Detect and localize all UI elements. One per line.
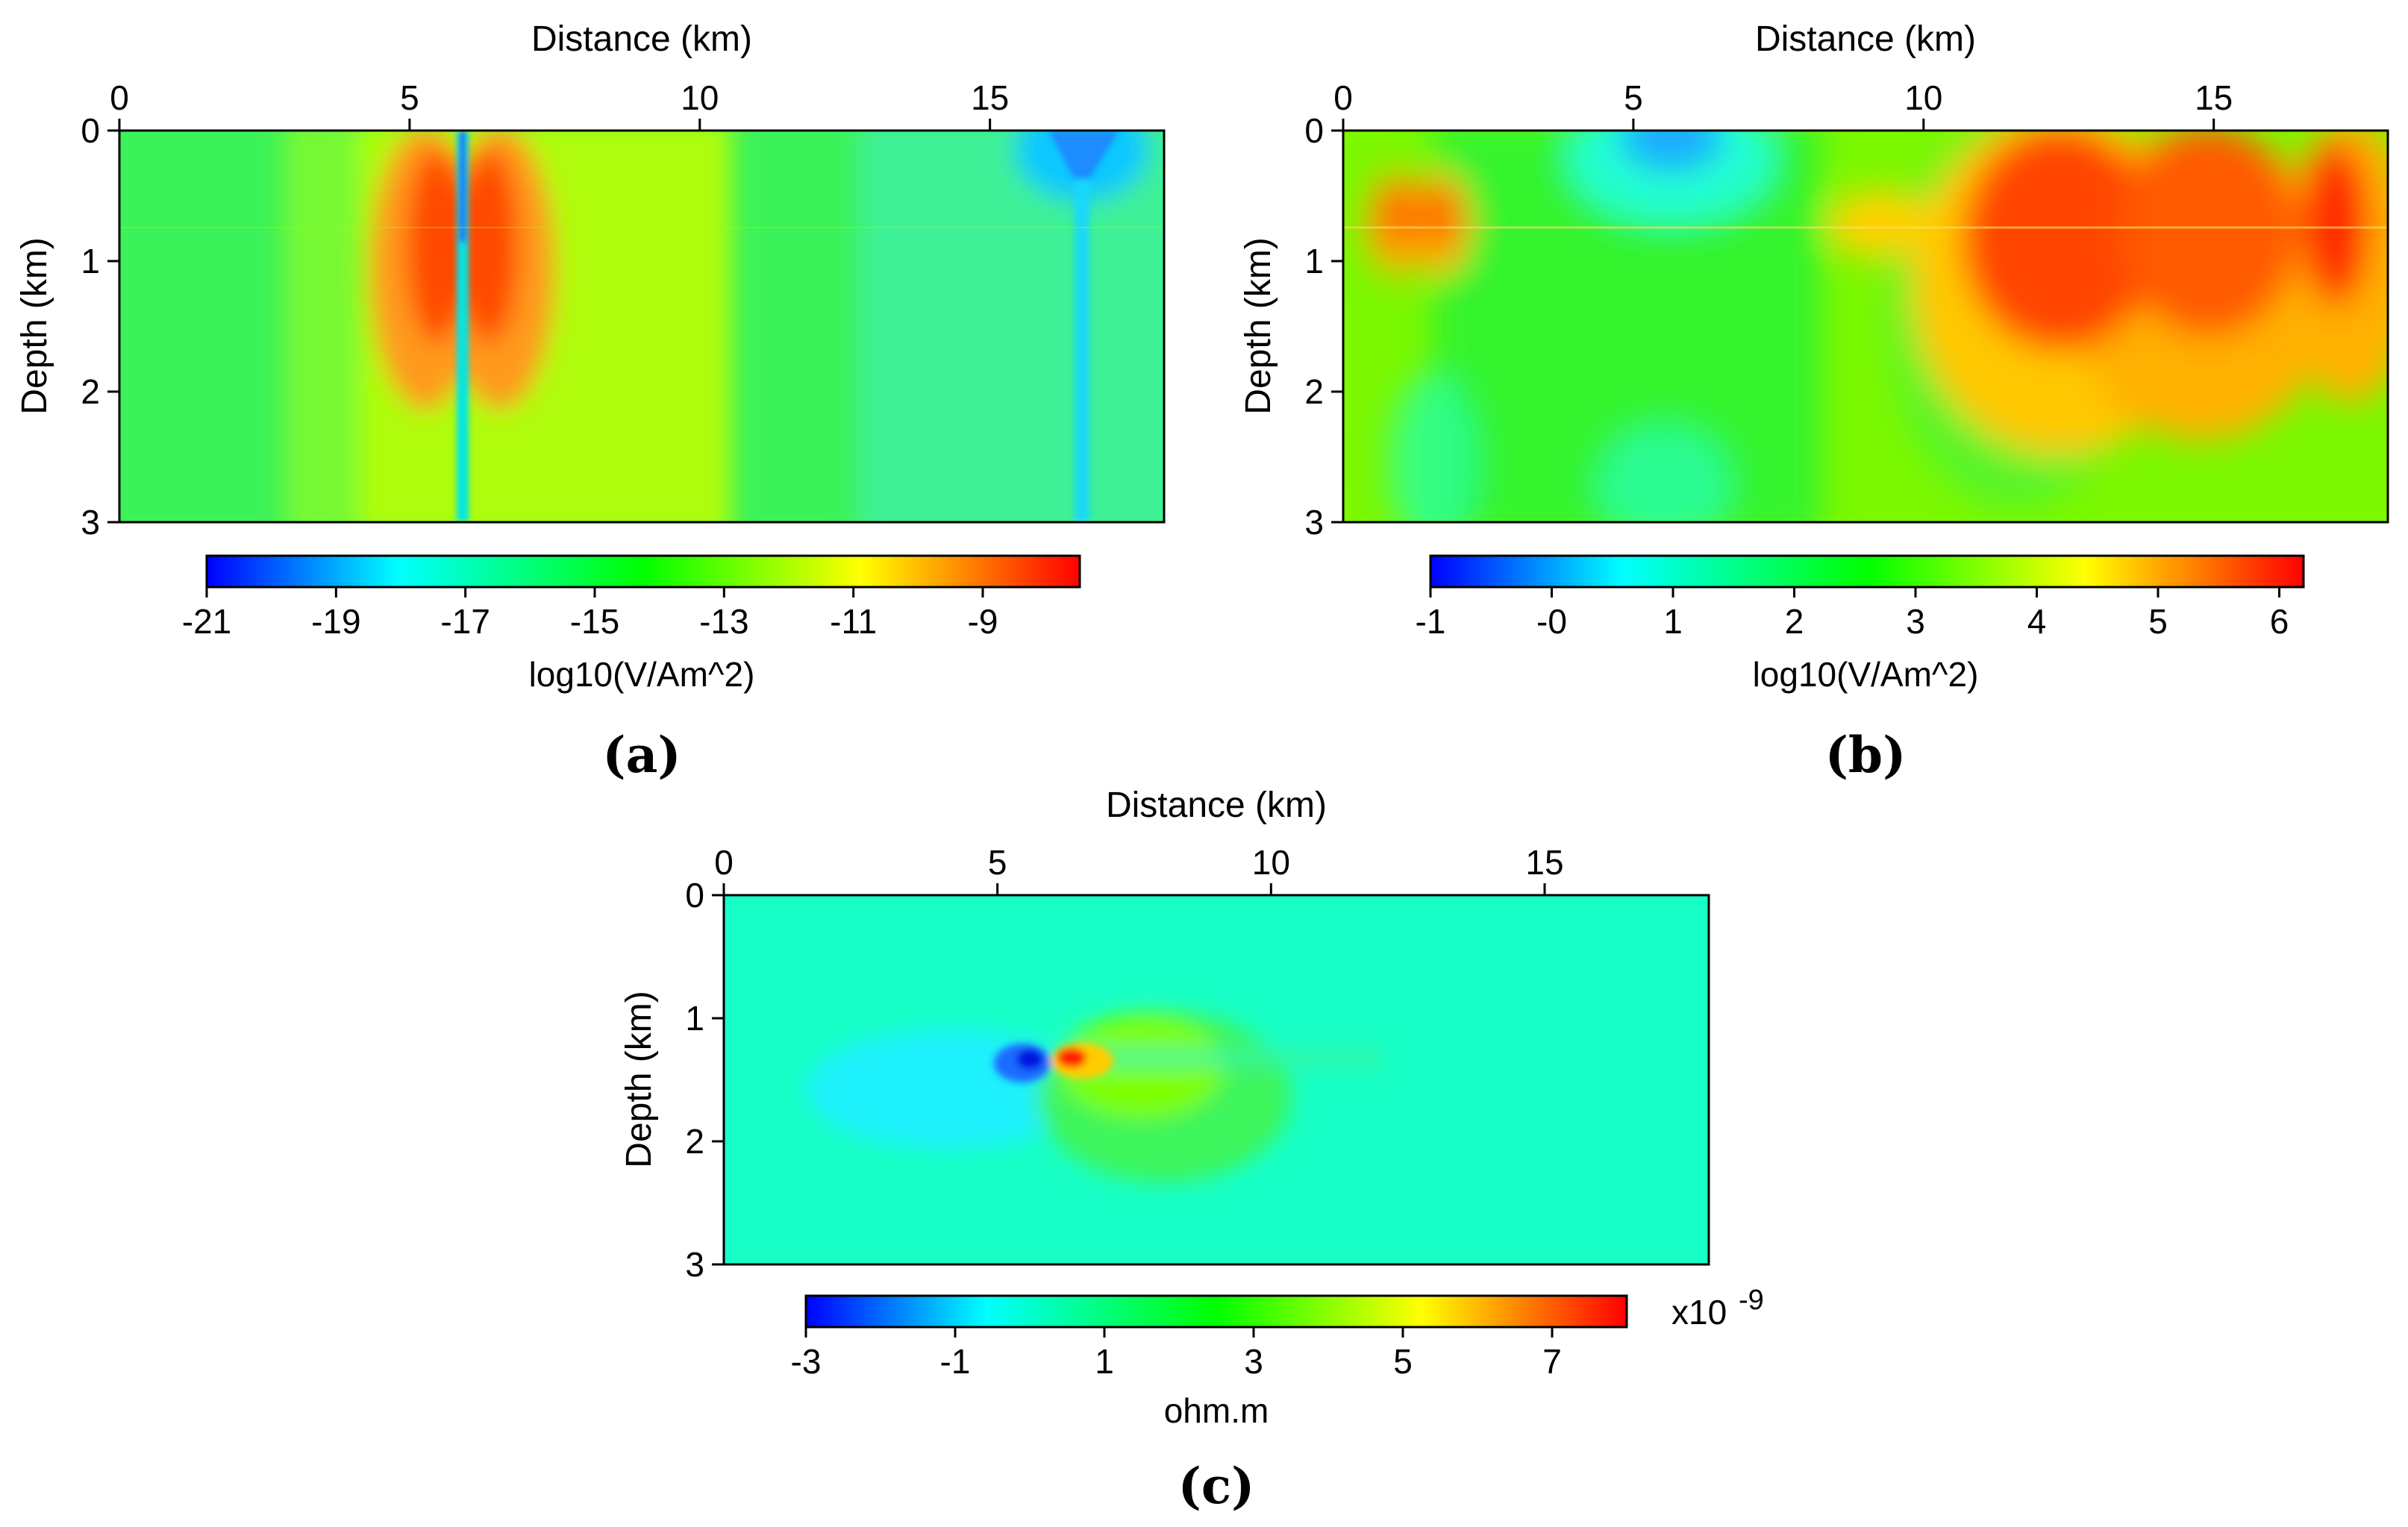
panel-a-ytick-label: 0 [81, 111, 100, 150]
panel-a-xtick-label: 10 [681, 78, 719, 117]
panel-b-xtick-label: 5 [1624, 78, 1643, 117]
panel-a-colorbar-tick-label: -13 [699, 602, 748, 641]
panel-c-heatmap [724, 895, 1709, 1264]
panel-a-xlabel: Distance (km) [531, 19, 752, 59]
panel-a-colorbar-tick-label: -19 [311, 602, 360, 641]
panel-a-xtick-label: 5 [400, 78, 419, 117]
panel-b-colorbar-tick-label: 2 [1785, 602, 1804, 641]
panel-b-heatmap [1343, 131, 2388, 522]
panel-a-colorbar-label: log10(V/Am^2) [529, 655, 755, 694]
panel-b-colorbar-tick-label: 6 [2270, 602, 2289, 641]
panel-c-yaxis: Depth (km) 0 1 2 3 [619, 876, 724, 1284]
panel-c-xtick-label: 10 [1252, 843, 1290, 882]
panel-c-xtick-label: 15 [1525, 843, 1563, 882]
panel-c-xtick-label: 0 [714, 843, 734, 882]
panel-c-colorbar-scale [804, 1294, 1628, 1329]
panel-c-xaxis: Distance (km) 0 5 10 15 [714, 786, 1564, 895]
panel-a-colorbar-tick-label: -9 [968, 602, 998, 641]
panel-c-colorbar-tick-label: -3 [791, 1342, 822, 1381]
panel-b-colorbar-tick-label: 3 [1906, 602, 1925, 641]
panel-b-xtick-label: 10 [1904, 78, 1942, 117]
panel-b-ytick-label: 0 [1304, 111, 1324, 150]
panel-b-ytick-label: 1 [1304, 242, 1324, 280]
panel-c-caption: (c) [1178, 1457, 1255, 1515]
panel-b-ytick-label: 2 [1304, 372, 1324, 411]
panel-a-ytick-label: 3 [81, 503, 100, 542]
panel-c-ytick-label: 3 [685, 1245, 704, 1284]
panel-a-caption: (a) [602, 726, 681, 784]
panel-b-colorbar-scale [1429, 554, 2305, 589]
panel-a-ytick-label: 1 [81, 242, 100, 280]
panel-a-xtick-label: 15 [971, 78, 1009, 117]
panel-a-ytick-label: 2 [81, 372, 100, 411]
panel-a: Distance (km) 0 5 10 15 Depth (km) 0 1 2 3 -21… [15, 19, 1166, 784]
panel-c-xtick-label: 5 [988, 843, 1007, 882]
panel-c-ytick-label: 2 [685, 1122, 704, 1161]
panel-b-caption: (b) [1825, 726, 1907, 784]
panel-a-colorbar-tick-label: -17 [440, 602, 490, 641]
panel-b-ylabel: Depth (km) [1239, 237, 1278, 414]
panel-b-colorbar-tick-label: 4 [2027, 602, 2047, 641]
panel-b-yaxis: Depth (km) 0 1 2 3 [1239, 111, 1343, 542]
panel-c-colorbar-tick-label: 3 [1244, 1342, 1263, 1381]
panel-a-xtick-label: 0 [110, 78, 129, 117]
panel-c-ytick-label: 0 [685, 876, 704, 915]
panel-a-yaxis: Depth (km) 0 1 2 3 [15, 111, 119, 542]
panel-b-xtick-label: 15 [2195, 78, 2233, 117]
panel-b-ytick-label: 3 [1304, 503, 1324, 542]
panel-c-colorbar-multiplier: x10 [1671, 1293, 1727, 1332]
panel-b-colorbar-tick-label: 1 [1663, 602, 1683, 641]
panel-c-colorbar-tick-label: 7 [1542, 1342, 1562, 1381]
panel-a-colorbar-tick-label: -11 [830, 602, 877, 641]
panel-b-colorbar-tick-label: -1 [1416, 602, 1446, 641]
panel-c-colorbar-tick-label: 5 [1393, 1342, 1413, 1381]
panel-c-colorbar-tick-label: 1 [1095, 1342, 1114, 1381]
panel-a-heatmap [119, 131, 1164, 522]
panel-b-xlabel: Distance (km) [1755, 19, 1976, 59]
panel-b-colorbar: -1 -0 1 2 3 4 5 6 log10(V/Am^2) [1416, 554, 2305, 694]
panel-c-ylabel: Depth (km) [619, 991, 659, 1167]
panel-c-colorbar-label: ohm.m [1164, 1391, 1269, 1430]
panel-b-xaxis: Distance (km) 0 5 10 15 [1333, 19, 2233, 131]
panel-b-colorbar-tick-label: -0 [1536, 602, 1567, 641]
panel-a-xaxis: Distance (km) 0 5 10 15 [110, 19, 1009, 131]
panel-c-xlabel: Distance (km) [1106, 786, 1327, 825]
panel-a-colorbar-scale [205, 554, 1081, 589]
panel-b-colorbar-label: log10(V/Am^2) [1753, 655, 1979, 694]
panel-a-colorbar-tick-label: -21 [182, 602, 231, 641]
panel-b-colorbar-tick-label: 5 [2148, 602, 2168, 641]
panel-a-colorbar: -21 -19 -17 -15 -13 -11 -9 log10(V/Am^2) [182, 554, 1081, 694]
panel-b-xtick-label: 0 [1333, 78, 1353, 117]
panel-c-colorbar-tick-label: -1 [940, 1342, 971, 1381]
panel-c-colorbar: -3 -1 1 3 5 7 ohm.m x10 -9 [791, 1285, 1764, 1430]
panel-a-ylabel: Depth (km) [15, 237, 54, 414]
panel-c-colorbar-exponent: -9 [1739, 1285, 1764, 1316]
panel-c-ytick-label: 1 [685, 999, 704, 1038]
panel-a-colorbar-tick-label: -15 [570, 602, 619, 641]
